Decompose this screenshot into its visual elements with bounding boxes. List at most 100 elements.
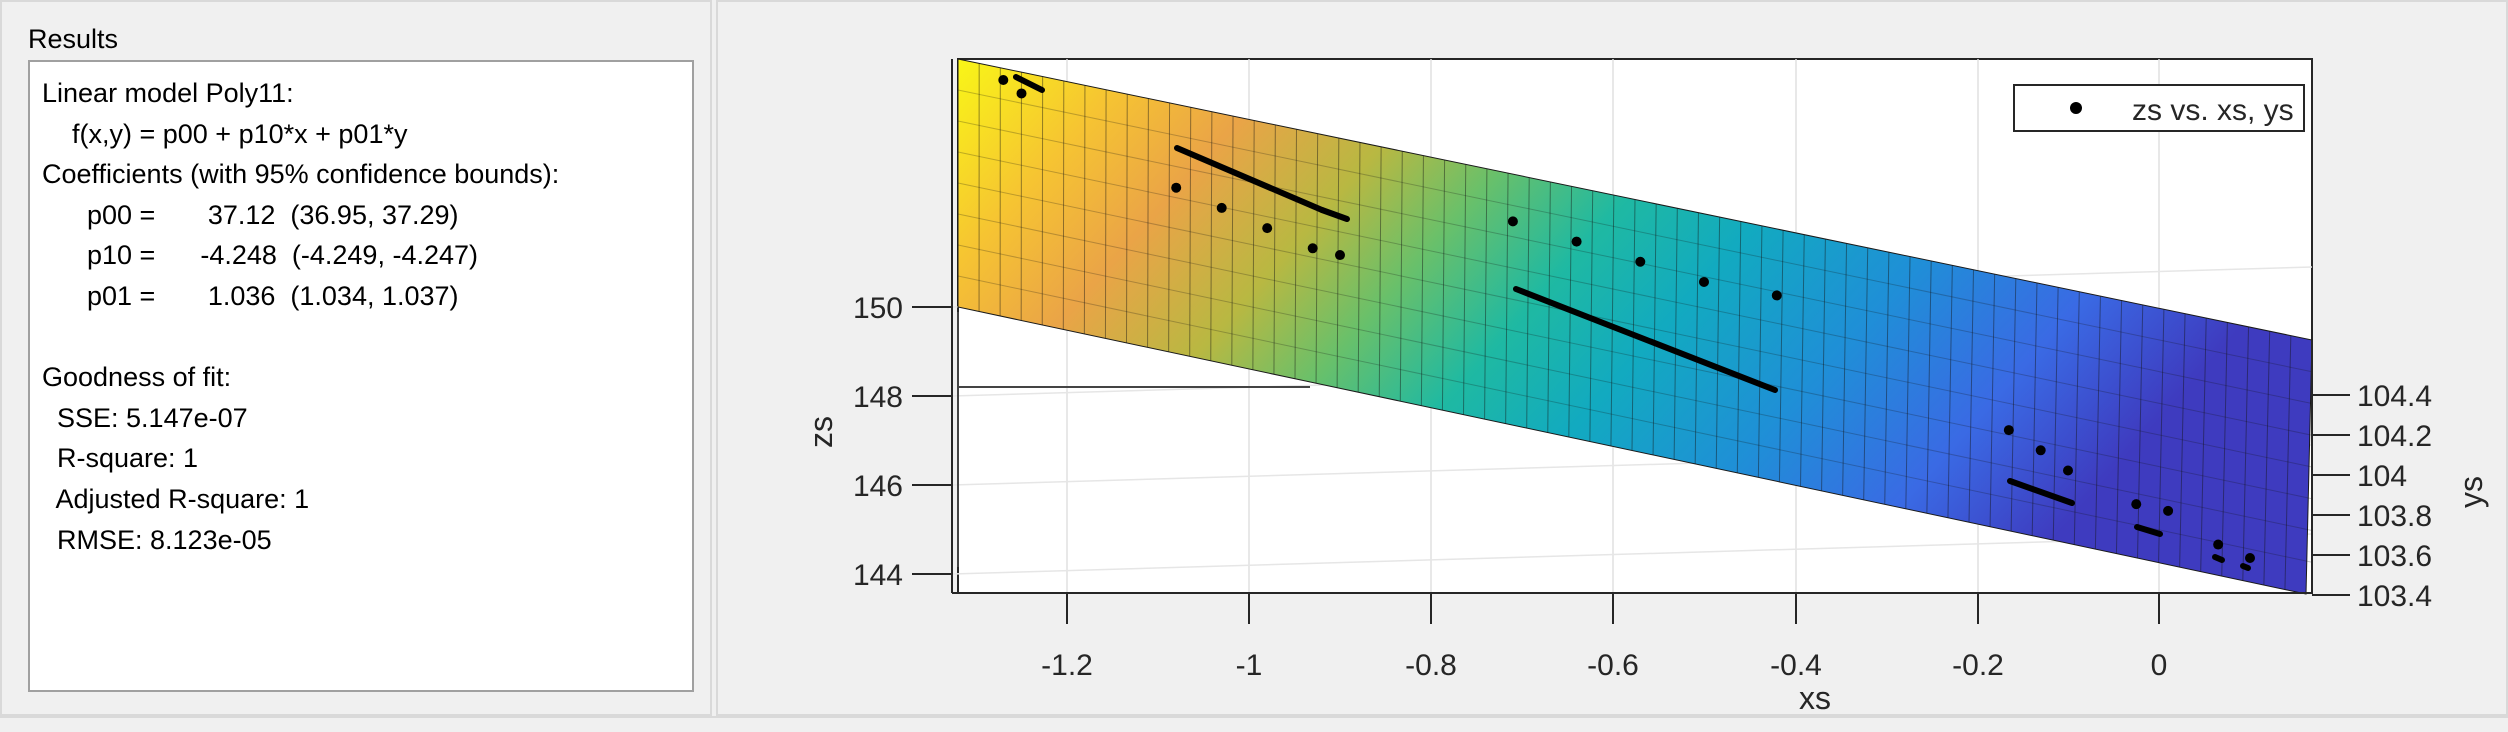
surface-mesh-line [957,182,2313,468]
data-point [1216,202,1227,213]
surface-mesh-line [1673,208,1678,460]
data-point-cluster [1013,74,1045,93]
surface-mesh-line [1989,274,1996,527]
surface-mesh-line [1926,260,1932,514]
results-panel: Results Linear model Poly11: f(x,y) = p0… [0,0,712,716]
surface-mesh-line [2284,335,2292,590]
surface-mesh-line [1778,230,1784,482]
surface-mesh-line [1505,173,1509,424]
surface-mesh-line [2221,322,2228,577]
y-tick-label: 103.4 [2357,580,2432,613]
surface-mesh-line [957,89,2313,373]
data-point [1335,250,1345,261]
surface-mesh-line [2031,282,2038,536]
data-point [2003,425,2014,436]
surface-mesh-line [1968,269,1974,523]
surface-mesh-line [1168,102,1171,352]
surface-mesh-line [2242,326,2250,581]
results-line: Adjusted R-square: 1 [42,484,310,514]
data-point-cluster [2007,478,2075,506]
results-line: SSE: 5.147e-07 [42,402,248,433]
surface-mesh-line [1336,138,1340,388]
surface-mesh-line [2094,296,2101,550]
results-text-box[interactable]: Linear model Poly11: f(x,y) = p00 + p10*… [28,60,694,692]
plot-panel: -1.2 -1 -0.8 -0.6 -0.4 -0.2 0 150 148 146 144 104.4… [716,0,2508,716]
surface-mesh-line [1083,85,1086,334]
surface-mesh-line [1694,212,1699,464]
surface-mesh-line [1252,120,1255,370]
surface-mesh-line [2073,291,2080,545]
surface-mesh-line [1126,94,1128,343]
data-point [2163,505,2174,516]
x-tick-label: 0 [2151,649,2168,682]
x-tick-label: -0.2 [1952,649,2004,682]
surface-mesh-line [2158,309,2165,563]
surface-mesh-line [1884,252,1890,505]
surface-mesh-line [1315,133,1319,384]
data-point [2245,553,2255,563]
x-axis-label: xs [1799,680,1831,714]
x-tick-label: -1 [1236,649,1263,682]
results-title: Results [28,24,119,54]
z-axis-label: zs [803,416,839,448]
results-line: p00 = 37.12 (36.95, 37.29) [42,199,459,230]
data-point-cluster [1319,207,1350,222]
y-tick-label: 104.2 [2357,420,2432,453]
surface-mesh-line [1863,247,1869,500]
surface-mesh-line [1463,164,1467,415]
surface-mesh-line [2200,318,2207,572]
surface-mesh-line [957,244,2313,531]
fit-plot[interactable]: -1.2 -1 -0.8 -0.6 -0.4 -0.2 0 150 148 146 144 104.4… [718,2,2506,714]
results-line: f(x,y) = p00 + p10*x + p01*y [42,118,408,149]
surface-mesh-line [1147,98,1149,348]
surface-mesh-line [2010,278,2017,532]
y-tick-label: 103.8 [2357,500,2432,533]
surface-mesh-line [1357,142,1361,393]
surface-mesh-line [2115,300,2123,554]
surface-mesh-line [1800,234,1805,487]
data-point [1571,236,1582,247]
surface-mesh-line [1399,151,1403,402]
data-point [2035,445,2046,456]
x-tick-label: -1.2 [1041,649,1093,682]
surface-mesh-line [1715,217,1721,469]
surface-mesh-line [1947,265,1953,518]
data-point-cluster [1513,286,1778,393]
surface-mesh-line [1378,146,1382,397]
surface-mesh-line [1736,221,1742,473]
surface-mesh-line [1526,177,1530,429]
results-line: p10 = -4.248 (-4.249, -4.247) [42,240,478,271]
y-tick-label: 104.4 [2357,380,2432,413]
z-tick-label: 148 [853,381,903,414]
results-line: R-square: 1 [42,443,199,474]
surface-mesh-line [1189,107,1192,357]
results-line: p01 = 1.036 (1.034, 1.037) [42,281,459,311]
data-point [998,75,1009,85]
legend-marker [2070,102,2082,114]
surface-mesh-line [1210,111,1213,361]
z-tick-label: 146 [853,470,903,503]
surface-mesh-line [1631,199,1636,451]
results-line: Coefficients (with 95% confidence bounds… [42,159,560,190]
surface-mesh-line [1905,256,1911,509]
surface-mesh-line [957,213,2313,500]
results-line: RMSE: 8.123e-05 [42,524,272,555]
data-point [1507,216,1518,227]
surface-mesh-line [1547,181,1551,433]
surface-mesh-line [957,120,2313,404]
z-tick-label: 150 [853,292,903,325]
surface-mesh-line [1652,203,1657,455]
data-point-cluster [1174,145,1325,213]
surface-mesh-line [2179,313,2186,568]
results-line: Linear model Poly11: [42,78,294,108]
surface-mesh-line [1294,129,1297,379]
data-point [1171,182,1182,193]
surface-mesh-line [1441,159,1446,411]
surface-mesh-line [1231,116,1234,366]
surface-mesh-line [1104,89,1107,339]
y-tick-label: 104 [2357,460,2407,493]
surface-mesh-line [1610,195,1615,447]
z-tick-label: 144 [853,559,903,592]
data-point-cluster [2212,554,2225,563]
legend-box [2013,84,2305,132]
